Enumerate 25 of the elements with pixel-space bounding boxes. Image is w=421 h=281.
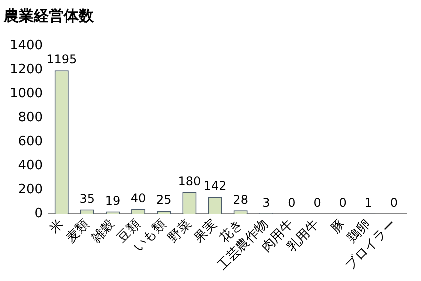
data-label: 25 <box>156 193 172 208</box>
y-tick-label: 400 <box>18 158 44 174</box>
data-label: 142 <box>204 179 227 194</box>
data-label: 1195 <box>46 52 78 67</box>
y-tick-label: 1000 <box>10 86 44 102</box>
data-label: 28 <box>233 192 248 207</box>
data-label: 0 <box>288 196 296 210</box>
data-label: 19 <box>105 194 121 208</box>
y-tick-label: 200 <box>18 182 44 198</box>
data-label: 0 <box>339 196 347 210</box>
data-label: 0 <box>314 196 322 210</box>
y-tick-label: 600 <box>18 134 44 150</box>
data-label: 40 <box>130 191 146 206</box>
data-label: 0 <box>390 196 398 210</box>
data-label: 180 <box>178 174 202 189</box>
data-label: 3 <box>262 196 270 210</box>
chart-title: 農業経営体数 <box>3 6 95 25</box>
y-tick-label: 0 <box>34 206 44 222</box>
y-tick-label: 1400 <box>10 38 44 54</box>
data-label: 35 <box>80 192 96 206</box>
y-tick-label: 800 <box>18 110 44 126</box>
y-tick-label: 1200 <box>10 62 44 78</box>
x-tick-label: 米 <box>47 217 68 237</box>
x-tick-label: 雑穀 <box>89 217 118 246</box>
data-label: 1 <box>364 196 372 210</box>
